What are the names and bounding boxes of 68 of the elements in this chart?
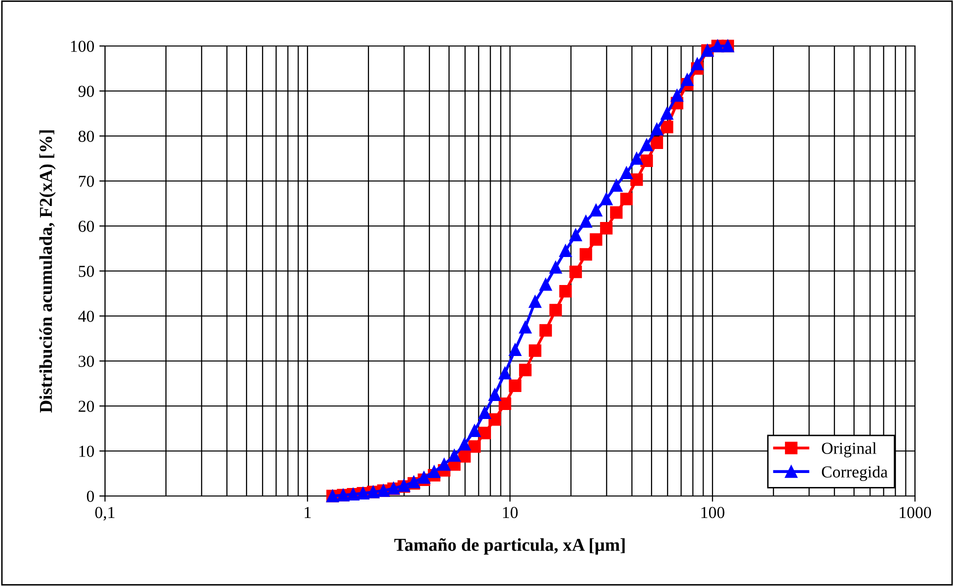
point xyxy=(478,406,491,419)
point xyxy=(640,154,653,167)
y-tick-label: 100 xyxy=(71,40,94,52)
point xyxy=(519,321,532,334)
point xyxy=(569,266,582,278)
point xyxy=(610,206,623,219)
y-tick-label: 20 xyxy=(78,400,94,412)
point xyxy=(448,449,461,462)
point xyxy=(438,458,450,471)
point xyxy=(610,179,623,192)
point xyxy=(488,388,502,401)
y-tick-label: 10 xyxy=(79,446,94,457)
point xyxy=(569,228,582,242)
point xyxy=(458,438,471,450)
legend-label: Original xyxy=(822,442,876,458)
y-tick-label: 0 xyxy=(86,490,94,502)
point xyxy=(580,215,592,228)
x-tick-label: 1000 xyxy=(900,506,932,518)
point xyxy=(590,204,602,216)
point xyxy=(508,344,522,356)
point xyxy=(519,364,532,376)
point xyxy=(498,366,512,380)
point xyxy=(691,58,704,70)
point xyxy=(468,424,481,437)
point xyxy=(580,248,592,261)
point xyxy=(650,123,664,136)
y-tick-label: 40 xyxy=(78,310,94,322)
point xyxy=(630,152,643,165)
point xyxy=(559,244,572,257)
point xyxy=(498,398,512,410)
legend-label: Corregida xyxy=(822,466,888,481)
point xyxy=(640,138,653,152)
point xyxy=(600,192,613,206)
x-tick-label: 1 xyxy=(304,506,311,518)
point xyxy=(660,107,674,120)
point xyxy=(630,173,643,186)
point xyxy=(650,136,664,149)
x-tick-label: 10 xyxy=(503,506,518,518)
point xyxy=(670,89,684,102)
y-tick-label: 70 xyxy=(79,176,94,187)
x-tick-label: 100 xyxy=(701,506,724,518)
point xyxy=(620,166,633,180)
point xyxy=(478,426,491,440)
y-tick-label: 80 xyxy=(78,130,94,142)
point xyxy=(549,304,562,316)
y-tick-label: 30 xyxy=(78,356,94,367)
point xyxy=(418,471,430,484)
y-tick-label: 60 xyxy=(78,220,94,232)
point xyxy=(600,222,613,234)
point xyxy=(549,261,562,274)
point xyxy=(539,278,552,291)
point xyxy=(559,285,572,298)
point xyxy=(590,233,602,246)
y-axis-title: Distribución acumulada, F2(xA) [%] xyxy=(39,130,56,413)
y-tick-label: 90 xyxy=(78,86,94,97)
point xyxy=(528,344,542,357)
point xyxy=(488,413,502,426)
point xyxy=(660,120,674,134)
point xyxy=(680,74,694,86)
x-tick-label: 0,1 xyxy=(95,506,114,521)
point xyxy=(539,324,552,337)
point xyxy=(508,380,522,392)
point xyxy=(528,295,542,308)
point xyxy=(468,440,481,453)
y-tick-label: 50 xyxy=(78,266,94,277)
point xyxy=(428,465,440,478)
point xyxy=(620,192,633,206)
x-axis-title: Tamaño de particula, xA [µm] xyxy=(394,538,625,555)
